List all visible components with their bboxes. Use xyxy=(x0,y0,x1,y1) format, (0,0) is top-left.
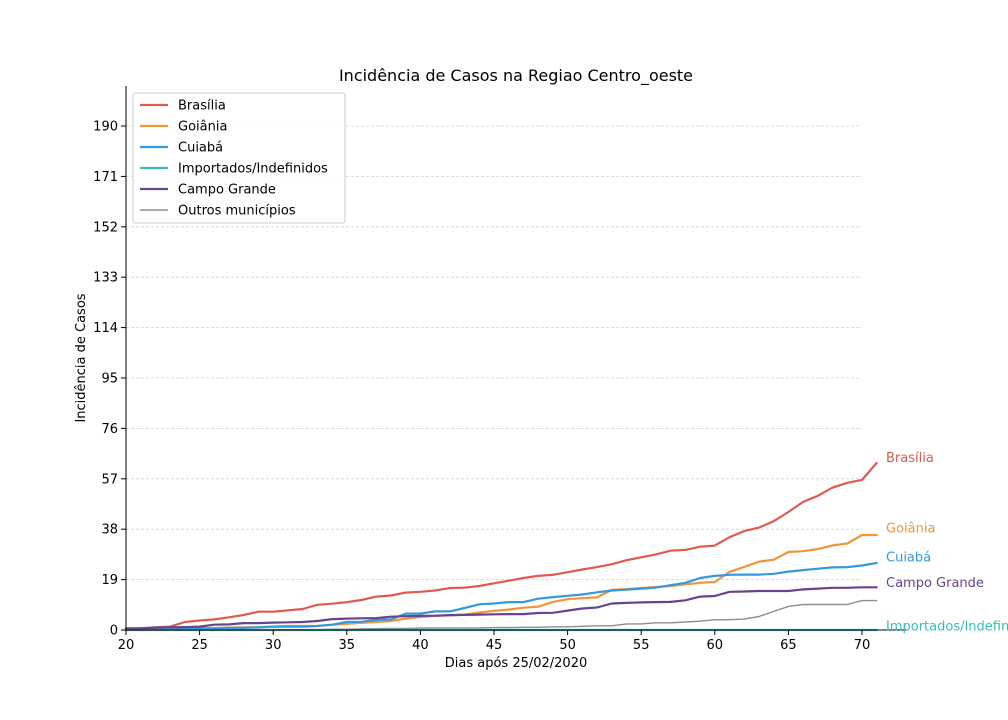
series-end-label: Goiânia xyxy=(886,521,935,536)
series-end-label: Importados/Indefinidos xyxy=(886,620,1008,635)
series-line-2 xyxy=(124,561,878,631)
legend-label: Outros municípios xyxy=(178,204,296,219)
y-tick-label: 190 xyxy=(93,120,118,135)
y-tick-label: 57 xyxy=(101,472,118,487)
x-tick-label: 40 xyxy=(412,638,429,653)
legend: Brasília Goiânia Cuiabá Importados/Indefini… xyxy=(132,92,346,224)
y-axis-ticks: 0 19 38 57 76 95 114 133 152 171 190 xyxy=(93,120,126,639)
x-tick-label: 30 xyxy=(265,638,282,653)
x-tick-label: 60 xyxy=(707,638,724,653)
y-tick-label: 171 xyxy=(93,170,118,185)
legend-entries: Brasília Goiânia Cuiabá Importados/Indefini… xyxy=(140,99,328,219)
y-tick-label: 133 xyxy=(93,271,118,286)
series-end-labels: Brasília Goiânia Cuiabá Campo Grande Importa… xyxy=(886,451,1008,634)
x-tick-label: 45 xyxy=(486,638,503,653)
y-tick-label: 0 xyxy=(110,624,118,639)
legend-label: Cuiabá xyxy=(178,141,223,156)
series-line-4 xyxy=(124,586,878,630)
x-axis-ticks: 20 25 30 35 40 45 50 55 60 65 70 xyxy=(118,630,871,653)
series-end-label: Cuiabá xyxy=(886,551,931,566)
x-tick-label: 65 xyxy=(780,638,797,653)
series-end-label: Brasília xyxy=(886,451,934,466)
legend-box xyxy=(132,92,346,224)
y-tick-label: 152 xyxy=(93,220,118,235)
x-tick-label: 70 xyxy=(854,638,871,653)
x-axis-label: Dias após 25/02/2020 xyxy=(445,656,588,671)
series-end-label: Campo Grande xyxy=(886,576,984,591)
y-tick-label: 76 xyxy=(101,422,118,437)
series-line-0 xyxy=(124,461,878,630)
legend-label: Brasília xyxy=(178,99,226,114)
y-tick-label: 95 xyxy=(101,372,118,387)
x-tick-label: 50 xyxy=(559,638,576,653)
x-tick-label: 20 xyxy=(118,638,135,653)
x-tick-label: 55 xyxy=(633,638,650,653)
x-tick-label: 35 xyxy=(339,638,356,653)
legend-label: Campo Grande xyxy=(178,183,276,198)
y-tick-label: 114 xyxy=(93,321,118,336)
legend-label: Goiânia xyxy=(178,120,227,135)
legend-label: Importados/Indefinidos xyxy=(178,162,328,177)
x-tick-label: 25 xyxy=(191,638,208,653)
chart-title: Incidência de Casos na Regiao Centro_oes… xyxy=(339,66,693,86)
series-lines xyxy=(124,461,878,632)
y-axis-label: Incidência de Casos xyxy=(74,293,89,422)
y-tick-label: 38 xyxy=(101,523,118,538)
y-tick-label: 19 xyxy=(101,573,118,588)
